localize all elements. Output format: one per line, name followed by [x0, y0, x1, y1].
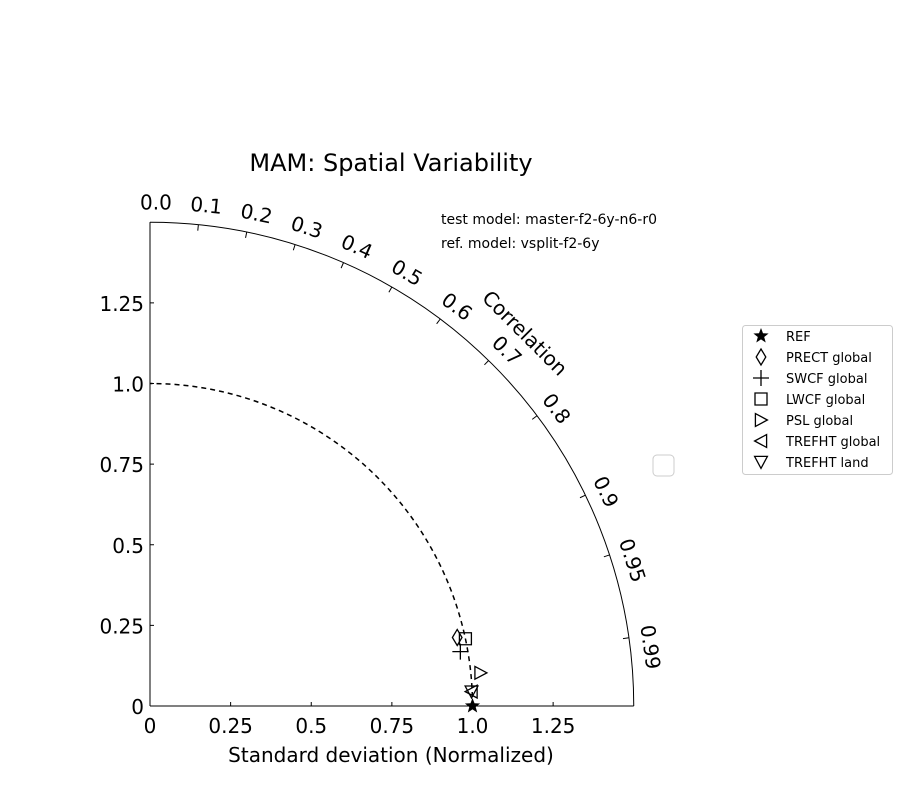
legend-marker-triangle-left-icon	[753, 433, 768, 449]
legend-marker-triangle-down-icon	[753, 455, 769, 470]
legend-marker-triangle-right-icon	[754, 412, 769, 428]
legend-marker-star-icon	[753, 328, 769, 343]
y-tick-label: 0.25	[99, 614, 144, 638]
legend-marker-plus-icon	[753, 370, 769, 386]
x-tick-label: 0	[144, 714, 157, 738]
marker-psl-global	[474, 665, 489, 681]
correlation-tick-label: 0.99	[635, 623, 665, 670]
correlation-tick-label: 0.5	[387, 254, 427, 291]
correlation-tick	[484, 360, 489, 366]
x-axis-label: Standard deviation (Normalized)	[228, 743, 554, 767]
marker-trefht-global	[463, 684, 478, 700]
correlation-tick-label: 0.0	[140, 190, 172, 214]
marker-ref	[464, 698, 481, 713]
reference-std-arc	[149, 382, 474, 707]
legend-label: PSL global	[786, 414, 853, 429]
x-tick-label: 1.0	[457, 714, 489, 738]
legend-frame	[742, 325, 893, 475]
axes: 00 0.25 0.25 0.5 0.5 0.75 0.75 1.0 1.0 1.25 1.25 0.…	[99, 190, 665, 738]
correlation-tick-label: 0.95	[614, 535, 651, 585]
legend-label: REF	[786, 330, 811, 345]
marker-lwcf-global	[458, 632, 473, 646]
marker-swcf-global	[452, 643, 469, 660]
chart-title: MAM: Spatial Variability	[249, 149, 532, 177]
correlation-tick	[388, 286, 393, 293]
legend-label: TREFHT global	[785, 435, 880, 450]
legend-label: TREFHT land	[785, 456, 869, 471]
correlation-label: Correlation	[477, 286, 572, 381]
correlation-tick	[292, 244, 296, 251]
correlation-tick	[622, 637, 629, 640]
legend-label: SWCF global	[786, 372, 867, 387]
correlation-tick	[436, 318, 441, 325]
marker-trefht-land	[464, 685, 480, 700]
legend-marker-diamond-icon	[755, 347, 767, 367]
data-markers	[451, 628, 489, 713]
correlation-tick-label: 0.6	[437, 287, 477, 325]
y-tick-label: 0.75	[99, 453, 144, 477]
correlation-tick-label: 0.2	[239, 199, 275, 229]
annotation-test-model: test model: master-f2-6y-n6-r0	[441, 212, 657, 228]
x-tick-label: 0.5	[295, 714, 327, 738]
marker-prect-global	[451, 628, 463, 647]
correlation-arc	[149, 221, 635, 707]
correlation-tick-label: 0.9	[588, 472, 623, 511]
legend-label: LWCF global	[786, 393, 865, 408]
x-tick-label: 0.75	[370, 714, 415, 738]
correlation-tick	[531, 415, 538, 420]
y-tick-label: 0.5	[112, 534, 144, 558]
x-tick-label: 1.25	[531, 714, 576, 738]
correlation-tick	[197, 224, 199, 231]
y-tick-label: 0	[131, 695, 144, 719]
empty-legend-box	[652, 454, 675, 477]
correlation-tick	[245, 231, 248, 239]
legend-marker-square-icon	[754, 392, 768, 406]
y-tick-label: 1.0	[112, 373, 144, 397]
correlation-tick-label: 0.4	[338, 229, 377, 264]
legend-label: PRECT global	[786, 351, 872, 366]
y-tick-label: 1.25	[99, 292, 144, 316]
correlation-tick	[340, 262, 344, 269]
legend: REF PRECT global SWCF global LWCF global PSL…	[742, 325, 893, 475]
correlation-tick-label: 0.8	[537, 389, 575, 429]
correlation-tick-label: 0.1	[189, 192, 223, 219]
correlation-tick	[579, 494, 586, 499]
x-tick-label: 0.25	[208, 714, 253, 738]
correlation-tick-label: 0.3	[288, 211, 326, 243]
correlation-tick	[603, 554, 610, 558]
annotation-ref-model: ref. model: vsplit-f2-6y	[441, 236, 600, 252]
